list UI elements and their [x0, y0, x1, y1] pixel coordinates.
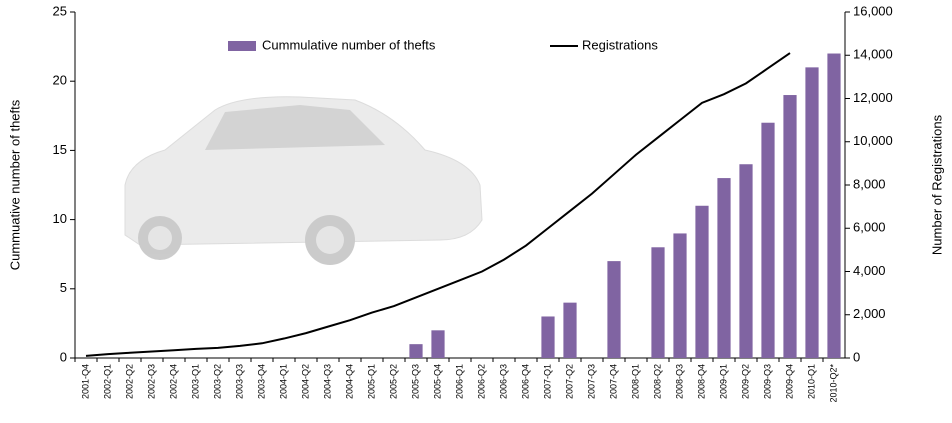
x-tick-label: 2007-Q2	[564, 364, 574, 399]
x-tick-label: 2002-Q4	[168, 364, 178, 399]
y2-tick-label: 6,000	[853, 220, 886, 235]
y2-tick-label: 16,000	[853, 3, 893, 18]
y2-tick-label: 12,000	[853, 90, 893, 105]
chart: Cummuative number of thefts Number of Re…	[0, 0, 952, 418]
bar	[673, 233, 686, 358]
legend-label: Registrations	[582, 37, 658, 52]
x-tick-label: 2005-Q3	[410, 364, 420, 399]
x-tick-label: 2004-Q2	[300, 364, 310, 399]
x-tick-label: 2009-Q4	[784, 364, 794, 399]
car-illustration	[125, 97, 482, 265]
x-tick-label: 2003-Q3	[234, 364, 244, 399]
y2-tick-label: 4,000	[853, 263, 886, 278]
bar	[695, 206, 708, 358]
y-tick-label: 15	[53, 142, 67, 157]
x-tick-label: 2008-Q1	[630, 364, 640, 399]
bar	[783, 95, 796, 358]
bar	[607, 261, 620, 358]
bar	[717, 178, 730, 358]
x-tick-label: 2003-Q1	[190, 364, 200, 399]
x-tick-label: 2005-Q1	[366, 364, 376, 399]
bar	[827, 54, 840, 358]
y-tick-label: 0	[60, 349, 67, 364]
y-tick-label: 20	[53, 73, 67, 88]
x-tick-label: 2009-Q2	[740, 364, 750, 399]
x-tick-label: 2006-Q4	[520, 364, 530, 399]
y-axis-label: Cummuative number of thefts	[7, 99, 22, 270]
y2-tick-label: 2,000	[853, 306, 886, 321]
x-tick-label: 2008-Q2	[652, 364, 662, 399]
bar	[739, 164, 752, 358]
bar	[651, 247, 664, 358]
y2-tick-label: 8,000	[853, 176, 886, 191]
x-tick-label: 2005-Q2	[388, 364, 398, 399]
y-tick-label: 10	[53, 211, 67, 226]
y2-tick-label: 14,000	[853, 47, 893, 62]
x-tick-label: 2006-Q2	[476, 364, 486, 399]
y2-tick-label: 0	[853, 349, 860, 364]
bar	[761, 123, 774, 358]
x-tick-label: 2007-Q1	[542, 364, 552, 399]
x-tick-label: 2004-Q3	[322, 364, 332, 399]
bar	[431, 330, 444, 358]
x-tick-label: 2007-Q4	[608, 364, 618, 399]
x-tick-label: 2010-Q2*	[828, 364, 838, 403]
x-tick-label: 2002-Q1	[102, 364, 112, 399]
x-tick-label: 2002-Q3	[146, 364, 156, 399]
x-tick-label: 2007-Q3	[586, 364, 596, 399]
x-tick-label: 2008-Q3	[674, 364, 684, 399]
x-tick-label: 2004-Q1	[278, 364, 288, 399]
bar	[541, 316, 554, 358]
y-tick-label: 5	[60, 280, 67, 295]
bar	[409, 344, 422, 358]
x-tick-label: 2002-Q2	[124, 364, 134, 399]
bar	[563, 303, 576, 358]
x-tick-label: 2008-Q4	[696, 364, 706, 399]
x-tick-label: 2003-Q2	[212, 364, 222, 399]
x-tick-label: 2009-Q3	[762, 364, 772, 399]
x-tick-label: 2005-Q4	[432, 364, 442, 399]
bar	[805, 67, 818, 358]
x-tick-label: 2006-Q1	[454, 364, 464, 399]
y2-axis-label: Number of Registrations	[929, 114, 944, 255]
y2-tick-label: 10,000	[853, 133, 893, 148]
x-tick-label: 2004-Q4	[344, 364, 354, 399]
x-tick-label: 2003-Q4	[256, 364, 266, 399]
x-tick-label: 2001-Q4	[80, 364, 90, 399]
legend-swatch	[228, 41, 256, 51]
x-tick-label: 2009-Q1	[718, 364, 728, 399]
legend-label: Cummulative number of thefts	[262, 37, 436, 52]
x-tick-label: 2010-Q1	[806, 364, 816, 399]
x-tick-label: 2006-Q3	[498, 364, 508, 399]
y-tick-label: 25	[53, 3, 67, 18]
